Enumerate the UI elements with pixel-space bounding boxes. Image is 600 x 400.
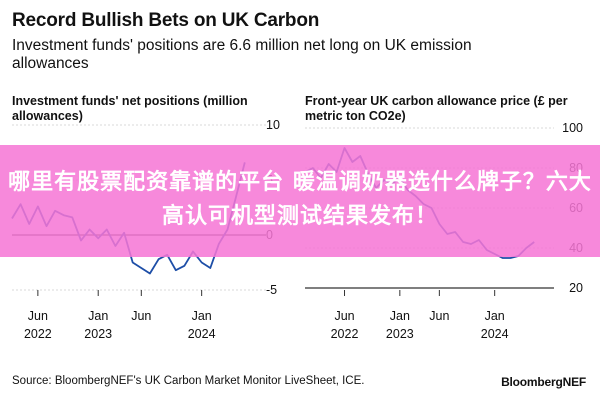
right-y-tick-label: 20 [569,281,583,295]
left-x-tick-label: Jun [28,309,48,323]
left-x-tick-label: Jan [88,309,108,323]
right-panel-title: Front-year UK carbon allowance price (£ … [305,94,568,123]
left-x-tick-label: Jan [192,309,212,323]
promo-banner [0,145,600,257]
right-x-tick-label: Jan [390,309,410,323]
left-y-tick-label: -5 [266,283,277,297]
left-panel-title: Investment funds' net positions (million… [12,94,248,123]
right-y-tick-label: 100 [562,121,583,135]
left-x-tick-year: 2023 [84,327,112,341]
right-x-tick-year: 2024 [481,327,509,341]
right-x-tick-year: 2022 [331,327,359,341]
chart-subheadline: Investment funds' positions are 6.6 mill… [12,37,472,72]
right-x-tick-label: Jan [485,309,505,323]
chart-headline: Record Bullish Bets on UK Carbon [12,10,320,31]
right-x-tick-year: 2023 [386,327,414,341]
left-x-tick-year: 2022 [24,327,52,341]
source-note: Source: BloombergNEF's UK Carbon Market … [12,375,365,387]
left-y-tick-label: 10 [266,118,280,132]
brand-logo: BloombergNEF [501,375,586,389]
promo-banner-text: 哪里有股票配资靠谱的平台 暖温调奶器选什么牌子？六大高认可机型测试结果发布！ [8,170,592,229]
right-x-tick-label: Jun [429,309,449,323]
left-x-tick-year: 2024 [188,327,216,341]
left-x-tick-label: Jun [131,309,151,323]
right-x-tick-label: Jun [334,309,354,323]
